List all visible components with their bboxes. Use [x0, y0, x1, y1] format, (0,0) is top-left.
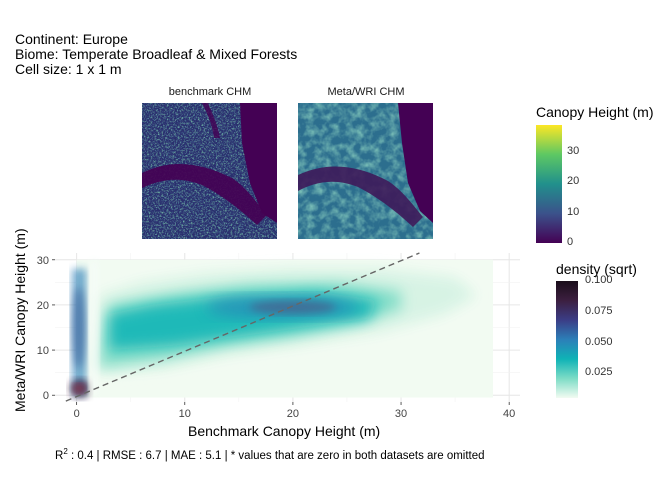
density-legend-tick-label: 0.075 — [585, 304, 613, 317]
canopy-legend-tick-label: 10 — [567, 205, 580, 218]
density-colorbar — [556, 281, 578, 398]
r-squared-label: R — [55, 449, 64, 462]
y-tick-label: 20 — [37, 300, 49, 312]
y-tick-label: 0 — [43, 390, 49, 402]
canopy-colorbar — [536, 125, 562, 243]
identity-reference-line — [65, 252, 420, 402]
meta-chm-title: Meta/WRI CHM — [327, 86, 405, 98]
metrics-text: : 0.4 | RMSE : 6.7 | MAE : 5.1 | * value… — [67, 449, 485, 462]
density-legend-title: density (sqrt) — [556, 261, 637, 277]
cell-size-title: Cell size: 1 x 1 m — [15, 61, 122, 77]
density-legend-tick-label: 0.100 — [585, 274, 613, 286]
density-zero-column-core — [72, 286, 86, 369]
benchmark-chm-title: benchmark CHM — [168, 86, 252, 98]
x-tick-label: 30 — [395, 408, 407, 420]
continent-title: Continent: Europe — [15, 31, 128, 47]
density-legend-tick-label: 0.050 — [585, 335, 613, 348]
canopy-legend-tick-label: 0 — [567, 236, 574, 248]
canopy-legend-tick-label: 30 — [567, 145, 580, 158]
density-gap-band — [89, 259, 99, 396]
y-tick-label: 30 — [37, 255, 49, 267]
density-zero-hotspot-inner — [73, 383, 85, 393]
benchmark-chm-map — [142, 103, 277, 239]
x-tick-label: 0 — [74, 408, 80, 420]
x-axis-title: Benchmark Canopy Height (m) — [188, 423, 381, 439]
density-peak-purple — [249, 300, 337, 314]
y-tick-label: 10 — [37, 345, 49, 357]
x-tick-label: 20 — [287, 408, 299, 420]
metrics-footer: R2 : 0.4 | RMSE : 6.7 | MAE : 5.1 | * va… — [55, 447, 485, 462]
biome-title: Biome: Temperate Broadleaf & Mixed Fores… — [15, 46, 298, 62]
canopy-legend-tick-label: 20 — [567, 175, 580, 188]
density-field — [70, 259, 493, 398]
canopy-legend-title: Canopy Height (m) — [536, 104, 654, 120]
y-axis-title: Meta/WRI Canopy Height (m) — [12, 228, 28, 412]
meta-wri-chm-map — [298, 103, 433, 239]
x-tick-label: 10 — [179, 408, 191, 420]
r-squared-exponent: 2 — [63, 447, 68, 456]
density-legend-tick-label: 0.025 — [585, 366, 613, 379]
x-tick-label: 40 — [503, 408, 515, 420]
